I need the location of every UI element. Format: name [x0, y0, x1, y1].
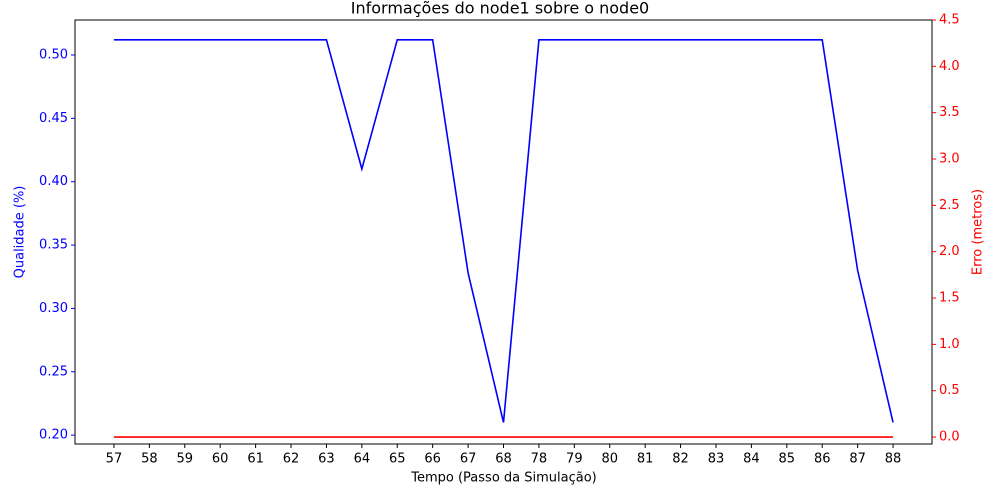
x-tick-label: 58	[141, 452, 158, 467]
line-series	[113, 38, 894, 423]
x-tick-label: 84	[743, 452, 760, 467]
x-tick-label: 67	[460, 452, 477, 467]
chart-title: Informações do node1 sobre o node0	[351, 0, 649, 18]
x-tick-label: 86	[814, 452, 831, 467]
y2-tick-label: 2.0	[939, 244, 960, 259]
y2-tick-label: 1.0	[939, 337, 960, 352]
x-tick-label: 82	[672, 452, 689, 467]
y2-tick-label: 4.0	[939, 59, 960, 74]
x-tick-label: 66	[424, 452, 441, 467]
x-tick-label: 79	[566, 452, 583, 467]
x-tick-label: 80	[601, 452, 618, 467]
x-tick-label: 57	[106, 452, 123, 467]
y-tick-label: 0.40	[39, 174, 68, 189]
y-tick-label: 0.50	[39, 47, 68, 62]
x-tick-label: 88	[885, 452, 902, 467]
y-tick-label: 0.35	[39, 238, 68, 253]
x-tick-label: 61	[247, 452, 264, 467]
x-tick-label: 63	[318, 452, 335, 467]
x-tick-label: 59	[177, 452, 194, 467]
y-axis-label: Qualidade (%)	[13, 186, 28, 279]
y2-tick-label: 3.5	[939, 105, 960, 120]
x-tick-label: 83	[708, 452, 725, 467]
x-axis-label: Tempo (Passo da Simulação)	[410, 471, 597, 486]
x-tick-label: 87	[849, 452, 866, 467]
plot-frame	[74, 19, 933, 445]
x-tick-label: 62	[283, 452, 300, 467]
y2-tick-label: 2.5	[939, 198, 960, 213]
y-tick-label: 0.20	[39, 428, 68, 443]
y2-tick-label: 1.5	[939, 291, 960, 306]
x-tick-label: 68	[495, 452, 512, 467]
x-tick-label: 60	[212, 452, 229, 467]
x-tick-label: 78	[531, 452, 548, 467]
y2-tick-label: 4.5	[939, 13, 960, 28]
x-tick-label: 65	[389, 452, 406, 467]
x-tick-label: 64	[354, 452, 371, 467]
y2-tick-label: 0.5	[939, 383, 960, 398]
y2-tick-label: 0.0	[939, 430, 960, 445]
y-tick-label: 0.30	[39, 301, 68, 316]
x-tick-label: 85	[779, 452, 796, 467]
y-tick-label: 0.25	[39, 364, 68, 379]
x-tick-label: 81	[637, 452, 654, 467]
y2-axis-label: Erro (metros)	[971, 189, 986, 275]
y-tick-label: 0.45	[39, 111, 68, 126]
y2-tick-label: 3.0	[939, 152, 960, 167]
